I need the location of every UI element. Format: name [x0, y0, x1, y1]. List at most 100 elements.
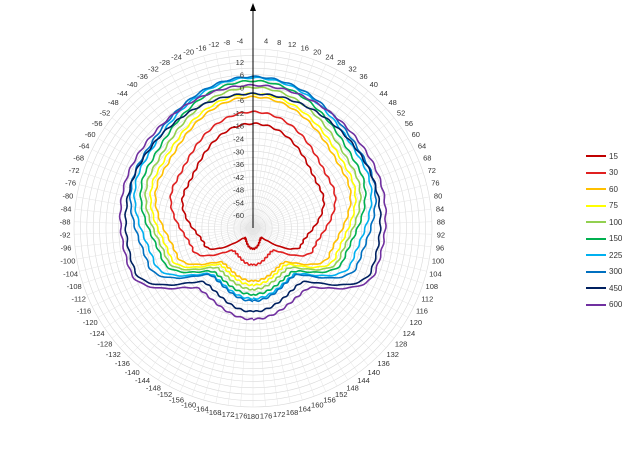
angle-tick-label: 56	[405, 119, 413, 128]
grid-spoke	[74, 227, 254, 247]
grid-spoke	[168, 69, 254, 229]
radial-tick-label: -30	[233, 147, 244, 156]
axis-arrow	[250, 3, 256, 11]
angle-tick-label: 180	[247, 412, 260, 421]
grid-spoke	[252, 108, 387, 229]
radial-tick-label: 6	[240, 71, 244, 80]
legend-swatch	[586, 204, 606, 207]
grid-spoke	[203, 227, 254, 401]
angle-tick-label: 164	[299, 405, 312, 414]
legend-swatch	[586, 303, 606, 306]
angle-tick-label: -140	[125, 368, 140, 377]
angle-tick-label: -60	[85, 130, 96, 139]
angle-tick-label: -164	[194, 405, 209, 414]
grid-spoke	[104, 127, 254, 229]
grid-spoke	[147, 83, 254, 229]
angle-tick-label: -100	[60, 257, 75, 266]
angle-tick-label: 88	[437, 217, 445, 226]
radial-tick-label: -36	[233, 160, 244, 169]
radial-tick-label: -42	[233, 173, 244, 182]
angle-tick-label: -72	[69, 166, 80, 175]
grid-spoke	[82, 172, 254, 229]
angle-tick-label: -4	[237, 37, 244, 46]
angle-tick-label: 144	[357, 376, 370, 385]
grid-spoke	[252, 221, 432, 229]
legend-item-600: 600	[586, 297, 632, 314]
angle-tick-label: -120	[83, 318, 98, 327]
angle-tick-label: -76	[65, 179, 76, 188]
legend-item-30: 30	[586, 165, 632, 182]
angle-tick-label: 112	[421, 294, 433, 303]
grid-spoke	[240, 49, 254, 229]
grid-spoke	[111, 117, 254, 229]
angle-tick-label: -144	[135, 376, 150, 385]
grid-spoke	[252, 196, 430, 229]
legend-label: 100	[609, 217, 623, 227]
grid-spoke	[252, 172, 424, 229]
radial-tick-label: 12	[236, 58, 244, 67]
grid-spoke	[252, 227, 303, 401]
legend-swatch	[586, 188, 606, 191]
angle-tick-label: 152	[335, 390, 348, 399]
radial-tick-label: -54	[233, 198, 244, 207]
grid-spoke	[252, 227, 432, 235]
legend-item-75: 75	[586, 198, 632, 215]
angle-tick-label: 168	[286, 408, 299, 417]
angle-tick-label: -12	[208, 40, 219, 49]
grid-spoke	[191, 59, 254, 229]
angle-tick-label: -20	[183, 47, 194, 56]
grid-spoke	[252, 184, 427, 229]
angle-tick-label: 68	[423, 154, 431, 163]
polar-grid	[73, 48, 433, 408]
angle-tick-label: -148	[146, 383, 161, 392]
grid-spoke	[74, 221, 254, 229]
angle-tick-label: -108	[67, 282, 82, 291]
angle-tick-label: -96	[61, 244, 72, 253]
angle-tick-label: -36	[137, 72, 148, 81]
angle-tick-label: 120	[410, 318, 423, 327]
angle-tick-label: -172	[219, 410, 234, 419]
angle-tick-label: -84	[61, 204, 72, 213]
grid-spoke	[252, 59, 315, 229]
radial-tick-label: -60	[233, 211, 244, 220]
grid-spoke	[74, 209, 254, 229]
radial-labels: 12 6 0 -6 -12 -18 -24 -30 -36 -42 -48 -54 -60	[233, 58, 244, 220]
legend-item-300: 300	[586, 264, 632, 281]
grid-spoke	[252, 160, 420, 229]
angle-tick-label: 108	[426, 282, 439, 291]
angle-tick-label: 44	[379, 89, 387, 98]
angle-tick-label: 76	[431, 179, 439, 188]
angle-tick-label: -32	[148, 65, 159, 74]
grid-spoke	[179, 64, 254, 229]
grid-spoke	[252, 117, 395, 229]
legend-label: 150	[609, 234, 623, 244]
legend-swatch	[586, 221, 606, 224]
angle-tick-label: -152	[157, 390, 172, 399]
grid-spoke	[240, 227, 254, 407]
legend-label: 300	[609, 267, 623, 277]
grid-spoke	[252, 83, 359, 229]
angle-tick-label: 64	[418, 142, 426, 151]
grid-spoke	[92, 227, 254, 307]
grid-spoke	[252, 227, 409, 318]
angle-tick-label: -112	[71, 294, 85, 303]
angle-tick-label: -28	[159, 58, 170, 67]
grid-spoke	[252, 90, 369, 229]
grid-spoke	[252, 69, 338, 229]
legend-swatch	[586, 155, 606, 158]
grid-spoke	[252, 227, 369, 366]
angle-tick-label: 52	[397, 108, 405, 117]
legend-item-225: 225	[586, 247, 632, 264]
grid-spoke	[179, 227, 254, 392]
angle-tick-label: 132	[386, 350, 399, 359]
angle-tick-label: -132	[106, 350, 121, 359]
angle-tick-label: 160	[311, 401, 324, 410]
grid-spoke	[157, 227, 254, 380]
legend-label: 15	[609, 151, 618, 161]
legend-swatch	[586, 254, 606, 257]
grid-spoke	[252, 99, 378, 229]
grid-spoke	[82, 227, 254, 284]
grid-spoke	[252, 209, 432, 229]
angle-tick-label: -168	[206, 408, 221, 417]
angle-tick-label: -40	[127, 80, 138, 89]
